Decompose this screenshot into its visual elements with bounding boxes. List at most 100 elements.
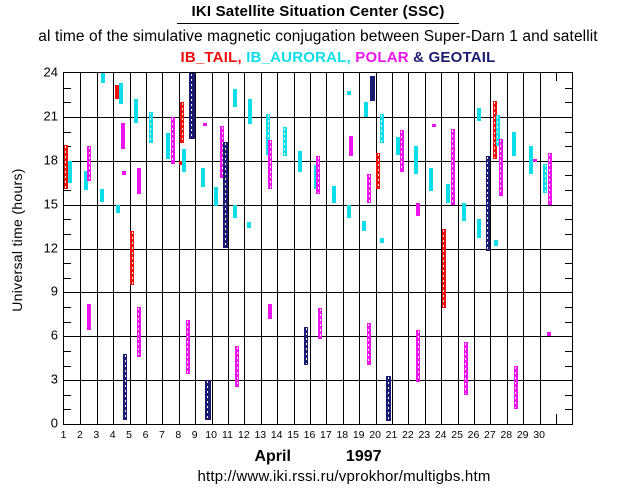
minor-tick-right [565,233,572,235]
bar-dot-texture [494,101,496,159]
bar-dot-texture [221,126,223,178]
x-tick-label: 4 [109,429,116,441]
data-bar-ib_auroral [232,204,237,218]
month-label: April [254,448,291,465]
y-tick-label: 12 [43,240,58,255]
data-bar-polar [202,122,207,126]
minor-tick-left [64,277,71,279]
bar-dot-texture [388,376,390,421]
y-tick-label: 24 [43,64,58,80]
data-bar-polar [416,203,421,217]
data-bar-polar [235,346,240,388]
hour-gridline [64,204,572,206]
year-label: 1997 [345,448,382,465]
bar-dot-texture [515,366,517,409]
x-tick-label: 16 [303,429,316,441]
data-bar-polar [546,331,551,337]
data-bar-polar [185,320,190,375]
x-tick-label: 7 [158,429,165,441]
minor-tick-left [64,87,71,89]
data-bar-polar [268,304,273,319]
data-bar-ib_auroral [100,188,105,202]
data-bar-ib_auroral [313,165,318,189]
x-tick-label: 13 [254,429,267,441]
minor-tick-left [64,102,71,104]
minor-tick-right [565,102,572,104]
x-tick-label: 9 [191,429,198,441]
hour-gridline [64,248,572,250]
data-bar-polar [87,304,92,331]
data-bar-geotail [123,353,127,420]
bar-dot-texture [224,142,226,248]
legend-item-geotail: & GEOTAIL [413,49,496,66]
data-bar-ib_tail [180,102,185,144]
minor-tick-left [64,365,71,367]
data-bar-ib_auroral [247,222,252,229]
plot-area [63,72,573,425]
x-tick-label: 24 [434,429,447,441]
data-bar-polar [399,130,404,173]
data-bar-ib_auroral [461,203,466,221]
data-bar-polar [547,153,552,205]
data-bar-polar [532,159,537,163]
bar-dot-texture [544,164,546,192]
data-bar-ib_auroral [512,131,517,157]
x-tick-label: 10 [205,429,217,441]
data-bar-ib_auroral [362,220,367,231]
data-bar-geotail [188,73,195,139]
bar-dot-texture [269,141,271,188]
data-bar-ib_auroral [266,113,271,155]
data-bar-ib_auroral [213,187,218,207]
boundary-tick-bottom [556,414,557,424]
minor-tick-left [64,394,71,396]
boundary-tick-top [556,73,557,81]
minor-tick-right [565,190,572,191]
data-bar-ib_auroral [282,127,287,157]
x-tick-label: 2 [76,429,83,441]
data-bar-geotail [369,75,375,101]
y-tick-label: 0 [50,415,58,431]
bar-dot-texture [497,116,499,146]
minor-tick-left [64,219,71,221]
bar-dot-texture [368,174,370,203]
x-tick-label: 21 [385,429,398,441]
x-tick-label: 14 [270,429,283,441]
minor-tick-left [64,350,71,352]
y-tick-label: 9 [50,283,58,299]
data-bar-ib_tail [441,229,446,309]
data-bar-geotail [485,156,490,252]
data-bar-ib_tail [63,144,68,189]
y-tick-label: 21 [43,108,58,124]
data-bar-polar [316,156,321,195]
x-tick-label: 23 [418,429,431,441]
x-tick-label: 15 [287,429,299,441]
minor-tick-left [64,233,71,235]
data-bar-polar [367,173,372,204]
x-tick-label: 30 [533,429,545,441]
x-tick-label: 27 [484,429,496,441]
bar-dot-texture [305,328,307,365]
bar-dot-texture [150,113,152,143]
y-tick-label: 3 [50,371,58,387]
legend-item-ibtail: IB_TAIL, [180,49,247,66]
minor-tick-right [565,263,572,265]
data-bar-ib_auroral [495,115,500,147]
data-bar-polar [170,116,175,164]
bar-dot-texture [368,324,370,365]
data-bar-polar [513,365,518,410]
data-bar-ib_auroral [429,168,434,192]
data-bar-ib_auroral [379,238,384,243]
bar-dot-texture [124,354,126,419]
x-tick-label: 17 [320,429,332,441]
minor-tick-right [565,307,572,308]
data-bar-ib_auroral [379,113,384,144]
data-bar-ib_auroral [331,185,336,204]
legend-item-polar: POLAR [355,49,414,66]
y-axis-title: Universal time (hours) [9,168,25,312]
data-bar-ib_auroral [493,239,498,246]
x-tick-label: 25 [451,429,463,441]
data-bar-ib_auroral [165,132,170,160]
data-bar-ib_auroral [347,90,352,95]
data-bar-polar [87,146,92,182]
